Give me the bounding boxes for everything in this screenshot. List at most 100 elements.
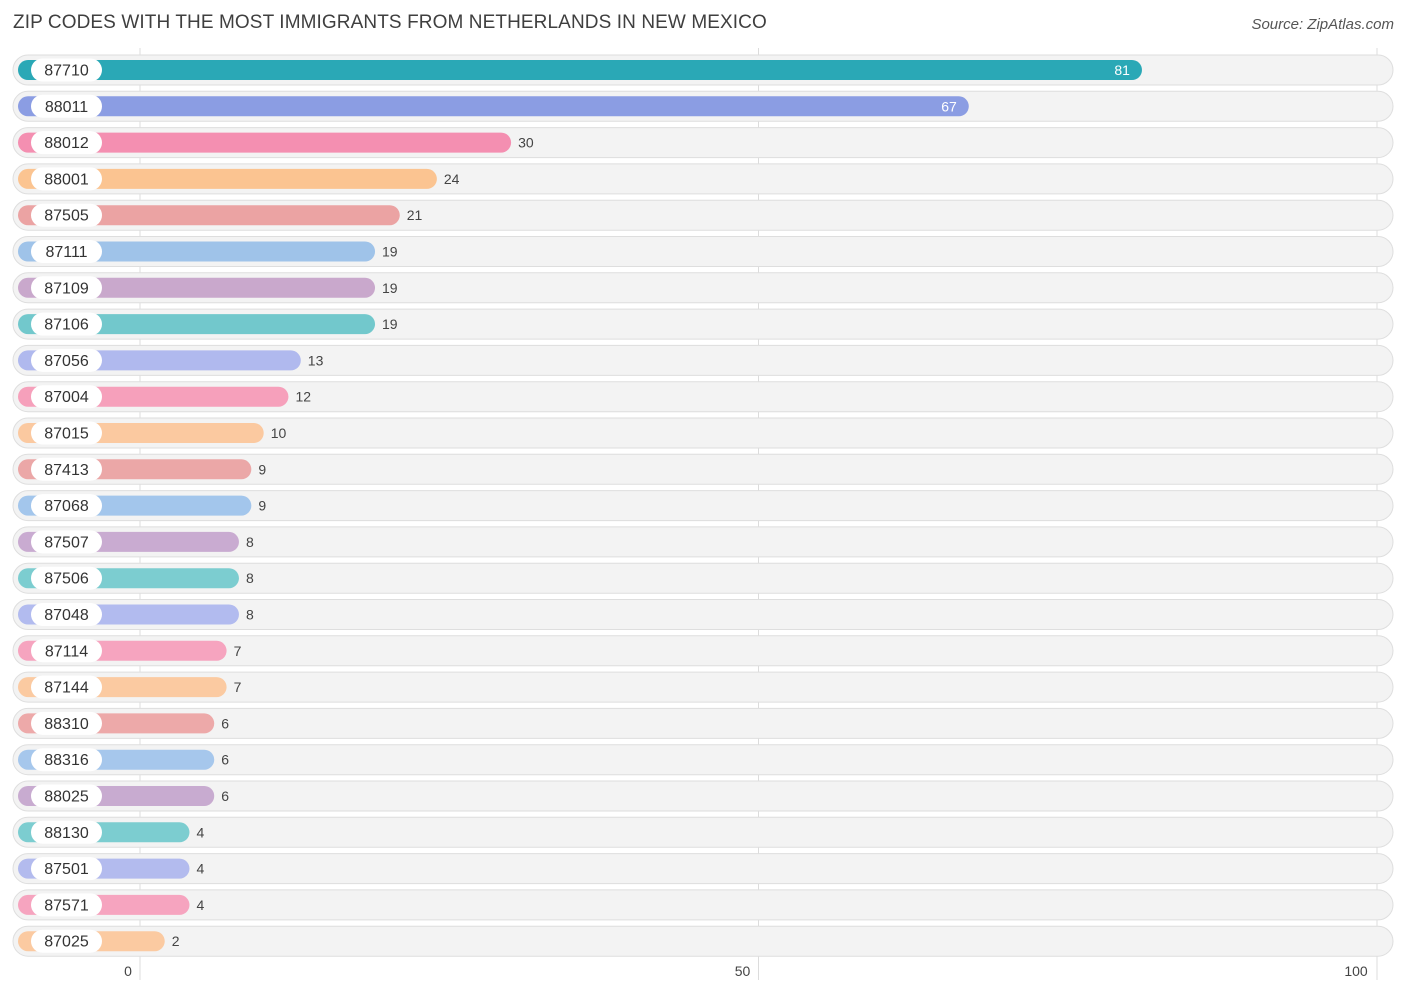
bar-88011	[18, 96, 969, 117]
value-label: 9	[258, 498, 266, 514]
value-label: 7	[234, 679, 242, 695]
bar-88001	[18, 168, 437, 189]
row-track	[12, 816, 1394, 848]
label-pill	[31, 893, 102, 917]
value-label: 19	[382, 280, 398, 296]
source-note: Source: ZipAtlas.com	[1251, 16, 1394, 33]
row-track	[12, 562, 1394, 594]
category-label: 88011	[45, 99, 88, 116]
label-pill	[31, 203, 102, 227]
value-label: 6	[221, 715, 229, 731]
row-track	[12, 599, 1394, 630]
label-pill	[31, 385, 102, 409]
label-pill	[31, 167, 102, 191]
label-pill	[31, 457, 102, 481]
category-label: 87068	[44, 498, 89, 515]
category-label: 87144	[44, 680, 89, 697]
category-label: 88316	[44, 752, 89, 769]
category-label: 87109	[44, 280, 89, 297]
category-label: 88130	[44, 825, 89, 842]
label-pill	[31, 566, 102, 590]
value-label: 67	[941, 98, 957, 114]
value-label: 21	[407, 207, 423, 223]
label-pill	[31, 929, 102, 953]
category-label: 87710	[44, 63, 89, 80]
row-track	[12, 526, 1394, 558]
label-pill	[31, 748, 102, 772]
category-label: 88025	[44, 789, 89, 806]
bar-87106	[18, 314, 376, 335]
label-pill	[31, 857, 102, 881]
label-pill	[31, 820, 102, 844]
category-label: 87015	[44, 426, 89, 443]
category-label: 87501	[44, 861, 89, 878]
value-label: 7	[234, 643, 242, 659]
label-pill	[31, 784, 102, 808]
row-track	[12, 453, 1394, 485]
bar-87710	[18, 60, 1142, 80]
x-tick-label: 50	[735, 963, 751, 979]
label-pill	[31, 639, 102, 663]
label-pill	[31, 494, 102, 518]
label-pill	[31, 711, 102, 735]
label-pill	[31, 58, 102, 82]
category-label: 87106	[44, 317, 89, 334]
category-label: 87048	[44, 607, 89, 624]
category-label: 88001	[44, 171, 89, 188]
category-label: 87111	[45, 244, 87, 261]
value-label: 12	[295, 389, 311, 405]
row-track	[12, 925, 1394, 957]
value-label: 9	[258, 461, 266, 477]
label-pill	[31, 131, 102, 155]
label-pill	[31, 421, 102, 445]
label-pill	[31, 276, 102, 300]
category-label: 87571	[44, 897, 89, 914]
value-label: 2	[172, 933, 180, 949]
label-pill	[31, 312, 102, 336]
category-label: 87025	[44, 934, 89, 951]
value-label: 4	[196, 824, 204, 840]
category-label: 87114	[45, 643, 88, 660]
label-pill	[31, 530, 102, 554]
bar-87111	[18, 241, 376, 262]
value-label: 8	[246, 570, 254, 586]
row-track	[12, 744, 1394, 776]
label-pill	[31, 675, 102, 699]
value-label: 6	[221, 752, 229, 768]
x-tick-label: 100	[1344, 963, 1368, 979]
row-track	[12, 381, 1394, 413]
value-label: 10	[271, 425, 287, 441]
row-track	[12, 707, 1394, 739]
value-label: 19	[382, 244, 398, 260]
category-label: 87505	[44, 208, 89, 225]
row-track	[12, 344, 1394, 376]
category-label: 87506	[44, 571, 89, 588]
category-label: 87004	[44, 389, 89, 406]
label-pill	[31, 94, 102, 118]
bar-87505	[18, 205, 400, 226]
value-label: 8	[246, 534, 254, 550]
chart-title: ZIP CODES WITH THE MOST IMMIGRANTS FROM …	[13, 12, 767, 33]
value-label: 13	[308, 352, 324, 368]
category-label: 87056	[44, 353, 89, 370]
label-pill	[31, 348, 102, 372]
row-track	[12, 780, 1394, 812]
category-label: 88310	[44, 716, 89, 733]
value-label: 4	[196, 897, 204, 913]
value-label: 4	[196, 861, 204, 877]
value-label: 81	[1114, 62, 1130, 78]
value-label: 8	[246, 607, 254, 623]
label-pill	[31, 240, 102, 263]
value-label: 19	[382, 316, 398, 332]
row-track	[12, 889, 1394, 921]
row-track	[12, 490, 1394, 522]
category-label: 87507	[44, 534, 89, 551]
value-label: 30	[518, 135, 534, 151]
row-track	[12, 417, 1394, 449]
row-track	[12, 671, 1394, 703]
value-label: 24	[444, 171, 460, 187]
row-track	[12, 635, 1394, 667]
label-pill	[31, 603, 102, 626]
bar-87109	[18, 277, 376, 298]
